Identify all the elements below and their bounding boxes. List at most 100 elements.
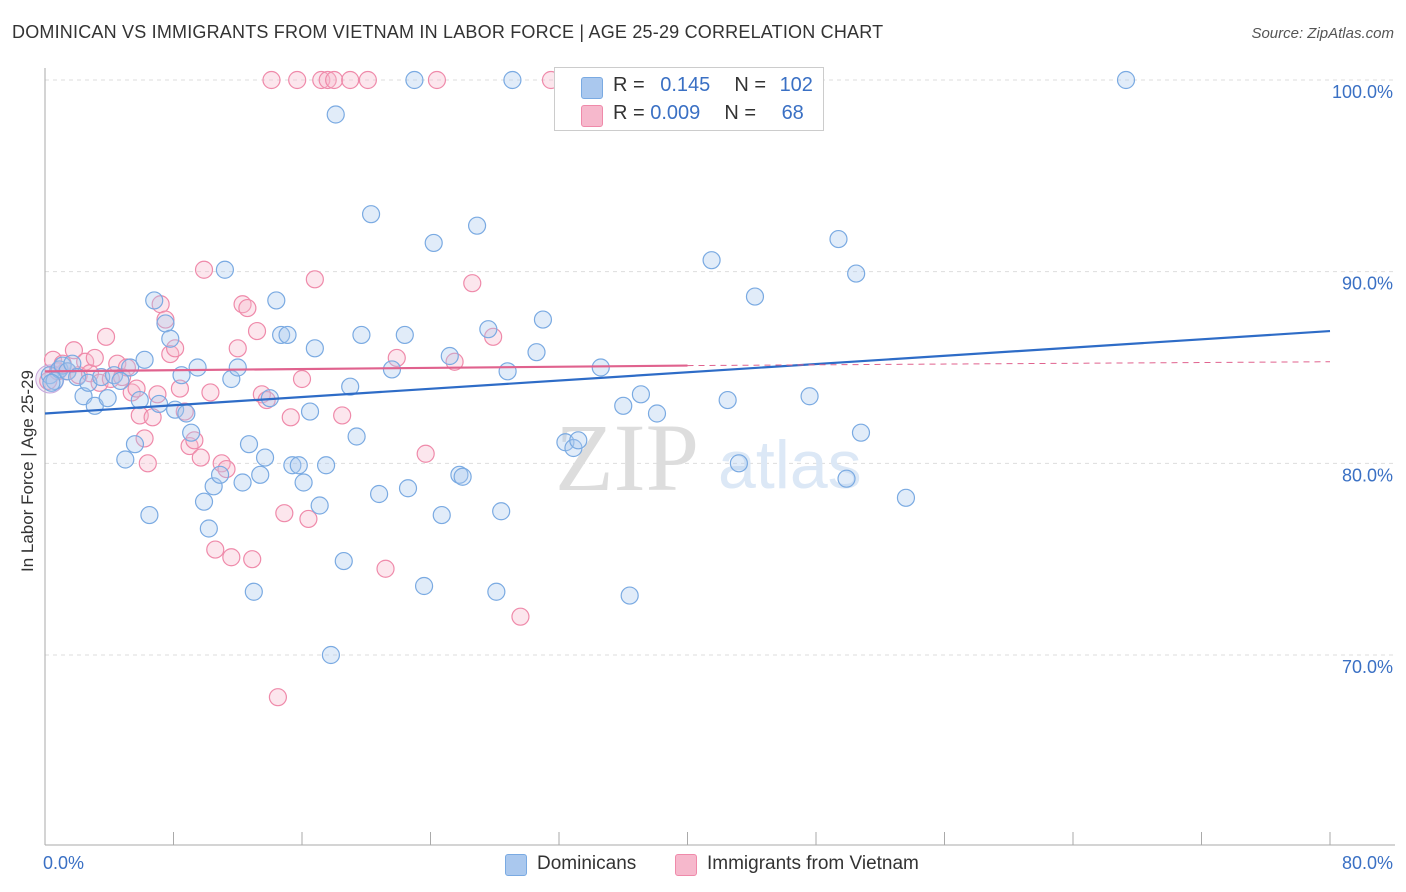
point-dominicans (111, 371, 130, 391)
point-vietnam (268, 688, 288, 707)
point-dominicans (294, 473, 313, 492)
point-dominicans (316, 456, 336, 475)
point-vietnam (275, 504, 294, 523)
point-dominicans (45, 371, 64, 391)
point-dominicans (398, 479, 418, 498)
point-vietnam (445, 352, 464, 371)
point-dominicans (432, 505, 451, 525)
point-dominicans (161, 329, 180, 348)
point-dominicans (194, 492, 214, 511)
y-tick-label: 70.0% (1342, 657, 1393, 677)
source-label: Source: ZipAtlas.com (1251, 25, 1394, 42)
r-label: R = (613, 102, 651, 124)
point-dominicans (533, 310, 553, 329)
point-dominicans (156, 314, 175, 333)
point-dominicans (334, 551, 353, 571)
y-tick-label: 100.0% (1332, 82, 1393, 102)
point-dominicans (718, 390, 737, 410)
point-vietnam (191, 448, 210, 467)
point-dominicans (305, 339, 324, 358)
point-dominicans (405, 70, 424, 90)
legend-label-vietnam: Immigrants from Vietnam (707, 853, 919, 874)
point-dominicans (239, 435, 259, 454)
point-vietnam (262, 70, 281, 90)
point-dominicans (135, 350, 154, 369)
point-dominicans (479, 320, 498, 339)
point-vietnam (170, 379, 190, 398)
point-dominicans (896, 488, 916, 507)
point-vietnam (288, 70, 307, 90)
legend-row-dominicans: R = 0.145 N = 102 (555, 72, 823, 102)
point-dominicans (121, 358, 140, 377)
point-vietnam (138, 454, 157, 473)
point-vietnam (156, 310, 175, 329)
watermark: ZIP atlas (555, 404, 862, 511)
point-dominicans (395, 325, 414, 345)
trend-line-vietnam (44, 364, 688, 373)
axes (44, 68, 1395, 846)
point-dominicans (370, 484, 389, 504)
point-vietnam (243, 550, 262, 569)
point-dominicans (251, 465, 270, 484)
watermark-atlas: atlas (718, 427, 862, 503)
point-dominicans (467, 216, 487, 235)
point-dominicans (68, 367, 87, 387)
x-tick-label: 80.0% (1342, 853, 1393, 873)
trend-line-dominicans (44, 329, 1331, 415)
legend-text-dominicans: R = 0.145 N = 102 (613, 74, 813, 97)
point-vietnam (96, 327, 116, 346)
point-vietnam (206, 540, 225, 559)
point-dominicans (321, 645, 341, 665)
tick-labels: 70.0% 80.0% 90.0% 100.0% 0.0% 80.0% (43, 82, 1393, 873)
point-dominicans (310, 496, 329, 515)
legend-swatch-dominicans (581, 77, 603, 99)
point-vietnam (511, 607, 530, 626)
point-dominicans (215, 260, 234, 279)
point-vietnam (161, 344, 180, 364)
point-dominicans (347, 427, 366, 446)
point-dominicans (125, 435, 145, 454)
point-dominicans (702, 251, 721, 270)
point-vietnam (194, 260, 214, 279)
point-dominicans (130, 390, 149, 410)
point-dominicans (188, 358, 207, 377)
point-dominicans (847, 264, 866, 283)
point-vietnam (64, 341, 84, 360)
point-dominicans (182, 423, 201, 442)
point-dominicans (614, 396, 633, 415)
point-dominicans (631, 385, 651, 404)
point-dominicans (341, 377, 360, 396)
trend-lines (44, 329, 1331, 415)
point-vietnam (228, 339, 247, 358)
point-dominicans (729, 454, 749, 473)
grid-lines (45, 79, 1395, 656)
point-vietnam (222, 548, 241, 567)
point-vietnam (325, 70, 344, 90)
point-vietnam (305, 270, 324, 289)
series-dominicans-points (40, 70, 1136, 665)
point-dominicans (228, 358, 247, 377)
point-dominicans (272, 325, 291, 345)
chart-title: DOMINICAN VS IMMIGRANTS FROM VIETNAM IN … (12, 22, 884, 42)
point-vietnam (463, 274, 482, 293)
legend-swatch-vietnam (581, 105, 603, 127)
r-value: 0.145 (660, 74, 711, 96)
point-vietnam (312, 70, 331, 90)
point-vietnam (127, 379, 146, 398)
point-vietnam (427, 70, 447, 90)
point-dominicans (837, 469, 856, 488)
point-vietnam (85, 348, 104, 368)
point-dominicans (503, 70, 522, 90)
series-vietnam-points (35, 70, 561, 707)
r-value: 0.009 (650, 102, 701, 124)
point-dominicans (745, 287, 765, 306)
y-tick-label: 90.0% (1342, 274, 1393, 294)
point-dominicans (450, 465, 469, 484)
point-vietnam (416, 444, 435, 463)
point-vietnam (358, 70, 377, 90)
point-dominicans (98, 389, 117, 408)
legend-swatch-vietnam (675, 854, 697, 876)
point-dominicans (569, 431, 588, 450)
x-tick-label: 0.0% (43, 853, 84, 873)
point-dominicans (145, 291, 164, 310)
